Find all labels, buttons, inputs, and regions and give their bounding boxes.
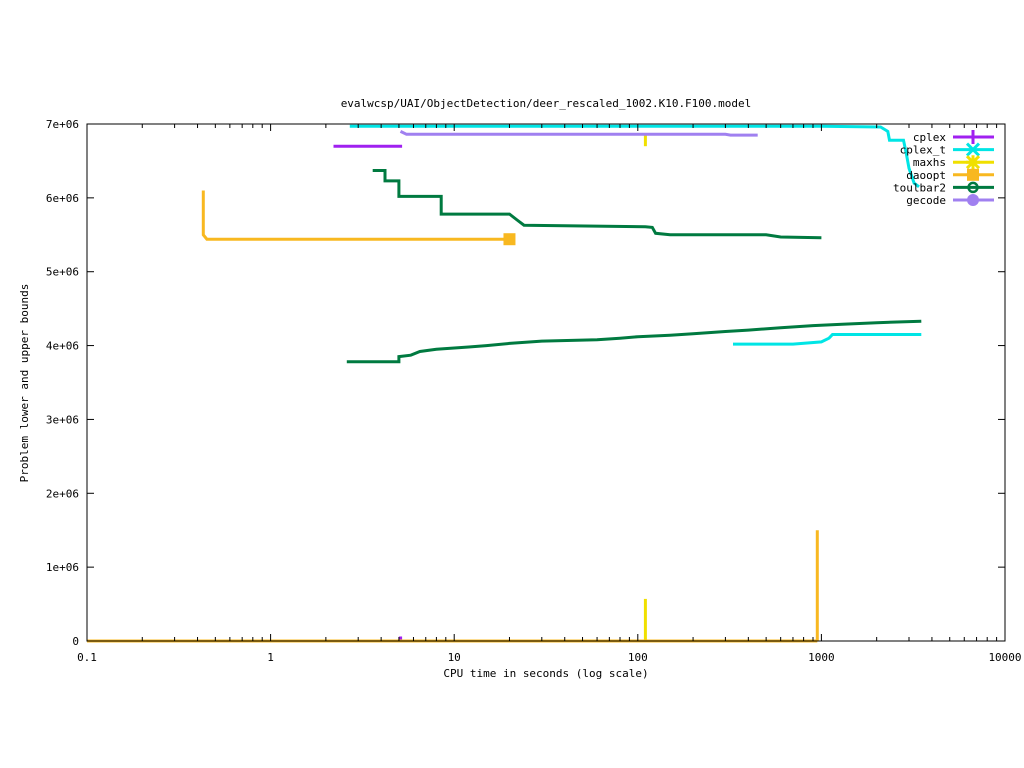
daoopt-end-marker — [503, 233, 516, 246]
plot-series — [87, 124, 922, 643]
y-tick-label: 1e+06 — [46, 561, 79, 574]
legend-label-daoopt: daoopt — [906, 169, 946, 182]
y-tick-label: 5e+06 — [46, 266, 79, 279]
plus-marker-icon — [966, 130, 980, 144]
y-axis-label: Problem lower and upper bounds — [18, 284, 31, 483]
circle-marker-icon — [967, 181, 979, 194]
x-tick-label: 0.1 — [77, 651, 97, 664]
legend-label-toulbar2: toulbar2 — [893, 181, 946, 194]
y-tick-label: 4e+06 — [46, 340, 79, 353]
series-line-toulbar2 — [372, 169, 822, 240]
legend-label-cplex_t: cplex_t — [900, 144, 946, 157]
filled-circle-marker-icon — [967, 194, 979, 206]
axis-ticks: 0.1 1 10 100 1000 10000 0 1e+06 2e+06 3e+06 4e+06 5… — [46, 118, 1022, 664]
plot-frame — [86, 123, 1006, 642]
x-tick-label: 10000 — [988, 651, 1021, 664]
legend-label-gecode: gecode — [906, 194, 946, 207]
x-tick-label: 1000 — [808, 651, 835, 664]
y-tick-label: 7e+06 — [46, 118, 79, 131]
y-tick-label: 2e+06 — [46, 487, 79, 500]
series-line-cplex_t — [733, 333, 922, 346]
x-axis-label: CPU time in seconds (log scale) — [443, 667, 648, 680]
legend-label-cplex: cplex — [913, 131, 946, 144]
square-marker-icon — [967, 168, 979, 181]
star-marker-icon — [965, 155, 981, 170]
series-line-toulbar2 — [346, 319, 922, 364]
y-tick-label: 6e+06 — [46, 192, 79, 205]
x-tick-label: 100 — [628, 651, 648, 664]
legend-label-maxhs: maxhs — [913, 156, 946, 169]
series-line-daoopt — [201, 190, 510, 241]
chart-title: evalwcsp/UAI/ObjectDetection/deer_rescal… — [341, 97, 752, 110]
x-tick-label: 1 — [267, 651, 274, 664]
y-tick-label: 3e+06 — [46, 413, 79, 426]
series-line-cplex_t — [349, 124, 920, 188]
cross-marker-icon — [965, 142, 981, 157]
y-tick-label: 0 — [72, 635, 79, 648]
series-line-gecode — [399, 130, 758, 137]
x-tick-label: 10 — [448, 651, 461, 664]
